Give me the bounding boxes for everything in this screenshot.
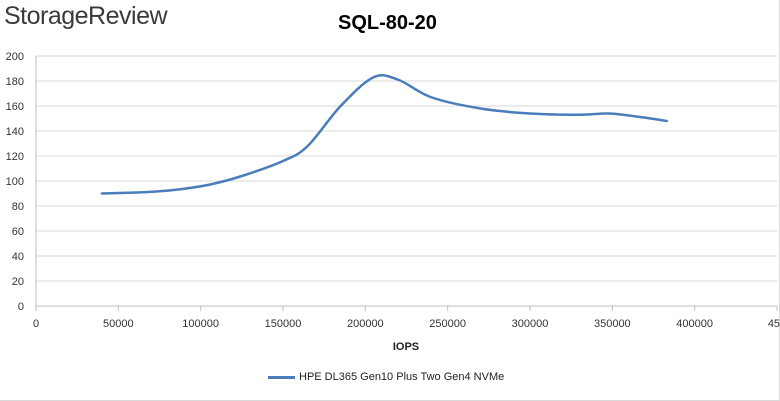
x-tick-label: 300000 (512, 318, 549, 330)
y-tick-label: 200 (6, 51, 24, 63)
x-tick-label: 0 (33, 318, 39, 330)
x-tick-label: 350000 (594, 318, 631, 330)
y-tick-label: 140 (6, 126, 24, 138)
y-tick-label: 80 (12, 201, 24, 213)
legend-label: HPE DL365 Gen10 Plus Two Gen4 NVMe (299, 371, 505, 383)
y-tick-label: 20 (12, 276, 24, 288)
y-tick-label: 100 (6, 176, 24, 188)
gridlines (36, 55, 777, 282)
legend: HPE DL365 Gen10 Plus Two Gen4 NVMe (268, 371, 504, 383)
x-tick-labels: 0 50000 100000 150000 200000 250000 300000 3500… (33, 318, 780, 330)
legend-swatch (268, 375, 295, 379)
y-tick-label: 160 (6, 101, 24, 113)
x-axis-label: IOPS (393, 341, 419, 353)
x-tick-label: 200000 (347, 318, 384, 330)
series-line (100, 73, 668, 195)
x-tick-label: 400000 (676, 318, 713, 330)
y-tick-label: 120 (6, 151, 24, 163)
y-tick-label: 40 (12, 251, 24, 263)
x-tick-label: 250000 (429, 318, 466, 330)
x-tick-label: 450 (768, 318, 780, 330)
brand-logo: StorageReview (4, 2, 168, 30)
y-tick-label: 0 (18, 301, 24, 313)
series-lines (100, 73, 668, 195)
y-tick-labels: 0 20 40 60 80 100 120 140 160 180 200 (6, 51, 24, 313)
y-tick-label: 60 (12, 226, 24, 238)
y-tick-label: 180 (6, 76, 24, 88)
chart-title: SQL-80-20 (338, 12, 437, 34)
x-tick-label: 150000 (265, 318, 302, 330)
x-tick-label: 50000 (103, 318, 134, 330)
axes (35, 56, 778, 311)
x-tick-label: 100000 (182, 318, 219, 330)
